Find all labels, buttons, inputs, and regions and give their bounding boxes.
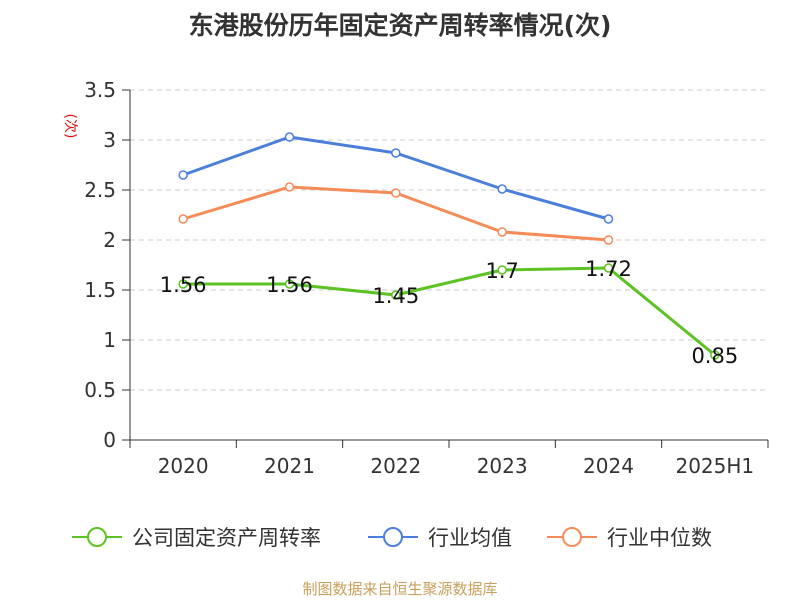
data-point — [391, 290, 401, 300]
data-point — [284, 279, 295, 289]
data-label: 1.56 — [266, 273, 313, 297]
series-line — [183, 266, 716, 357]
x-tick-label: 2024 — [583, 454, 634, 478]
data-point — [710, 350, 720, 360]
data-point — [178, 214, 188, 224]
data-label: 1.7 — [485, 259, 518, 283]
source-note: 制图数据来自恒生聚源数据库 — [302, 580, 498, 598]
y-tick-label: 1 — [103, 328, 116, 352]
data-point — [284, 132, 295, 142]
data-point — [391, 188, 401, 198]
x-tick-label: 2021 — [264, 454, 315, 478]
data-point — [178, 279, 188, 289]
y-tick-label: 1.5 — [84, 278, 116, 302]
legend-marker — [383, 527, 403, 547]
y-tick-label: 3.5 — [84, 78, 116, 102]
data-label: 1.72 — [585, 257, 632, 281]
data-point — [497, 227, 507, 237]
legend-label: 行业中位数 — [607, 526, 712, 550]
data-point — [603, 263, 614, 273]
x-tick-label: 2022 — [370, 454, 421, 478]
x-tick-label: 2020 — [158, 454, 209, 478]
x-tick-label: 2025H1 — [675, 454, 754, 478]
y-tick-label: 3 — [103, 128, 116, 152]
data-point — [391, 148, 401, 158]
legend-marker — [562, 527, 582, 547]
y-tick-label: 2.5 — [84, 178, 116, 202]
y-tick-label: 2 — [103, 228, 116, 252]
legend-marker — [87, 527, 107, 547]
data-point — [284, 182, 295, 192]
data-label: 0.85 — [691, 344, 738, 368]
data-point — [497, 184, 507, 194]
x-tick-label: 2023 — [477, 454, 528, 478]
data-point — [603, 214, 614, 224]
y-tick-label: 0.5 — [84, 378, 116, 402]
data-point — [497, 265, 507, 275]
data-label: 1.45 — [372, 284, 419, 308]
data-label: 1.56 — [160, 273, 207, 297]
data-point — [178, 170, 188, 180]
data-point — [603, 235, 614, 245]
y-axis-label: (次) — [62, 114, 78, 139]
y-tick-label: 0 — [103, 428, 116, 452]
chart-title: 东港股份历年固定资产周转率情况(次) — [188, 11, 612, 40]
legend-label: 行业均值 — [428, 526, 512, 550]
legend-label: 公司固定资产周转率 — [132, 526, 321, 550]
